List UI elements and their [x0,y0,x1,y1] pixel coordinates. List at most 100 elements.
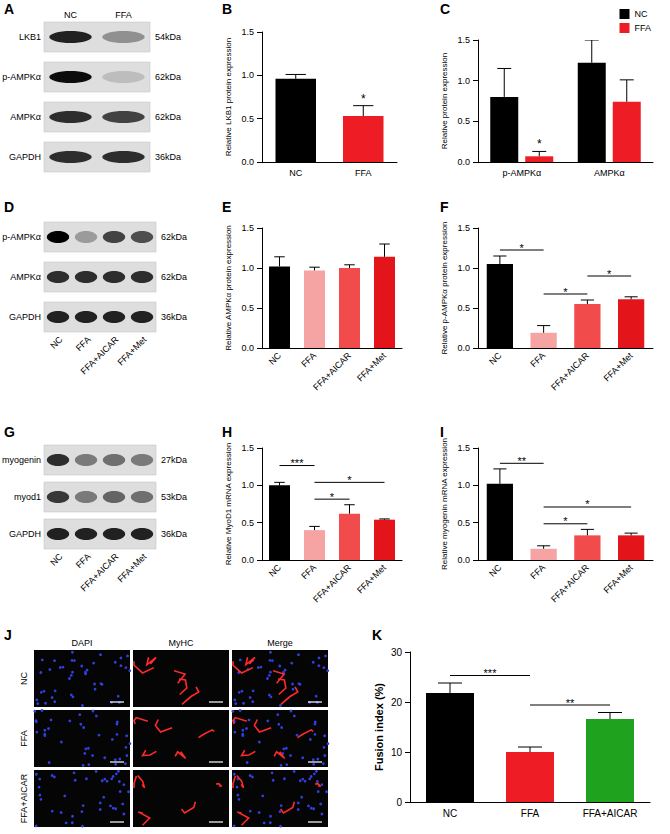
svg-text:*: * [347,474,352,486]
svg-text:FFA: FFA [74,334,93,353]
svg-text:1.5: 1.5 [457,443,470,453]
svg-text:FFA: FFA [521,808,540,819]
svg-text:10: 10 [391,747,403,758]
svg-text:DAPI: DAPI [71,638,92,648]
svg-text:62kDa: 62kDa [155,112,181,122]
svg-text:p-AMPKα: p-AMPKα [502,168,541,178]
svg-text:FFA: FFA [528,350,547,369]
svg-text:***: *** [291,457,305,469]
svg-text:0.5: 0.5 [457,116,470,126]
svg-text:0.5: 0.5 [457,303,470,313]
svg-text:AMPKα: AMPKα [10,112,41,122]
svg-text:20: 20 [391,697,403,708]
svg-text:E: E [222,199,231,215]
svg-text:FFA+Met: FFA+Met [116,551,149,584]
svg-text:0: 0 [396,797,402,808]
svg-text:0.5: 0.5 [241,114,254,124]
svg-text:FFA+AICAR: FFA+AICAR [79,334,121,376]
svg-text:Relative AMPKα protein express: Relative AMPKα protein expression [224,225,233,351]
svg-text:FFA+AICAR: FFA+AICAR [311,562,353,604]
svg-text:*: * [585,498,590,510]
svg-text:62kDa: 62kDa [155,72,181,82]
svg-text:**: ** [566,697,575,709]
svg-text:0.0: 0.0 [457,555,470,565]
svg-text:H: H [222,424,232,440]
svg-text:FFA+Met: FFA+Met [355,350,388,383]
svg-text:FFA+Met: FFA+Met [602,562,635,595]
svg-text:FFA: FFA [299,350,318,369]
svg-text:***: *** [484,667,498,679]
svg-text:K: K [372,627,382,643]
svg-text:*: * [361,92,366,106]
svg-text:0.5: 0.5 [241,518,254,528]
svg-text:AMPKα: AMPKα [10,272,41,282]
svg-text:Relative protein expression: Relative protein expression [440,53,449,150]
svg-text:NC: NC [267,350,284,367]
svg-text:FFA+AICAR: FFA+AICAR [79,551,121,593]
svg-text:GAPDH: GAPDH [9,152,41,162]
svg-text:GAPDH: GAPDH [9,529,41,539]
svg-text:FFA: FFA [355,168,372,178]
svg-text:1.0: 1.0 [241,263,254,273]
svg-text:Fusion index (%): Fusion index (%) [373,683,385,771]
svg-text:FFA+AICAR: FFA+AICAR [549,350,591,392]
svg-text:myod1: myod1 [14,492,41,502]
svg-text:NC: NC [267,562,284,579]
svg-text:Merge: Merge [267,638,293,648]
svg-text:*: * [563,286,568,298]
svg-text:FFA+Met: FFA+Met [116,334,149,367]
svg-text:0.0: 0.0 [457,157,470,167]
svg-text:NC: NC [48,334,65,351]
svg-text:27kDa: 27kDa [161,455,187,465]
svg-text:FFA: FFA [19,730,29,747]
svg-text:1.0: 1.0 [457,76,470,86]
svg-text:NC: NC [443,808,457,819]
svg-text:GAPDH: GAPDH [9,312,41,322]
svg-text:J: J [4,627,12,643]
svg-text:FFA: FFA [299,562,318,581]
svg-text:B: B [222,1,232,17]
svg-text:FFA: FFA [528,562,547,581]
svg-text:53kDa: 53kDa [161,492,187,502]
svg-text:NC: NC [19,672,29,685]
svg-text:62kDa: 62kDa [161,272,187,282]
svg-text:G: G [4,424,15,440]
svg-text:A: A [4,1,14,17]
svg-text:0.5: 0.5 [241,303,254,313]
svg-text:1.5: 1.5 [457,223,470,233]
svg-text:*: * [607,268,612,280]
svg-text:1.0: 1.0 [241,70,254,80]
svg-text:FFA+AICAR: FFA+AICAR [19,773,29,823]
svg-text:p-AMPKα: p-AMPKα [2,232,41,242]
svg-text:NC: NC [289,168,302,178]
svg-text:36kDa: 36kDa [161,529,187,539]
svg-text:FFA+Met: FFA+Met [355,562,388,595]
svg-text:p-AMPKα: p-AMPKα [2,72,41,82]
svg-text:62kDa: 62kDa [161,232,187,242]
svg-text:**: ** [517,455,526,467]
svg-text:NC: NC [64,10,77,20]
svg-text:1.5: 1.5 [241,223,254,233]
svg-text:0.0: 0.0 [241,157,254,167]
svg-text:FFA: FFA [74,551,93,570]
svg-text:myogenin: myogenin [2,455,41,465]
svg-text:30: 30 [391,647,403,658]
svg-text:1.0: 1.0 [241,480,254,490]
svg-text:FFA+AICAR: FFA+AICAR [311,350,353,392]
svg-text:D: D [4,199,14,215]
svg-text:AMPKα: AMPKα [594,168,625,178]
svg-text:FFA+AICAR: FFA+AICAR [583,808,638,819]
svg-text:0.0: 0.0 [457,343,470,353]
svg-text:1.0: 1.0 [457,263,470,273]
svg-text:1.5: 1.5 [241,443,254,453]
svg-text:NC: NC [487,350,504,367]
svg-text:1.0: 1.0 [457,480,470,490]
svg-text:1.5: 1.5 [457,35,470,45]
svg-text:1.5: 1.5 [241,27,254,37]
svg-text:FFA+Met: FFA+Met [602,350,635,383]
svg-text:Relative MyoD1 mRNA expression: Relative MyoD1 mRNA expression [224,443,233,566]
svg-text:FFA: FFA [115,10,132,20]
svg-text:LKB1: LKB1 [19,32,41,42]
svg-text:36kDa: 36kDa [161,312,187,322]
svg-text:Relative LKB1 protein expressi: Relative LKB1 protein expression [224,38,233,156]
